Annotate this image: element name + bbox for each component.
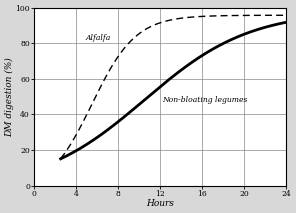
X-axis label: Hours: Hours xyxy=(146,199,174,208)
Text: Non-bloating legumes: Non-bloating legumes xyxy=(162,96,248,104)
Y-axis label: DM digestion (%): DM digestion (%) xyxy=(5,57,14,137)
Text: Alfalfa: Alfalfa xyxy=(86,34,111,42)
